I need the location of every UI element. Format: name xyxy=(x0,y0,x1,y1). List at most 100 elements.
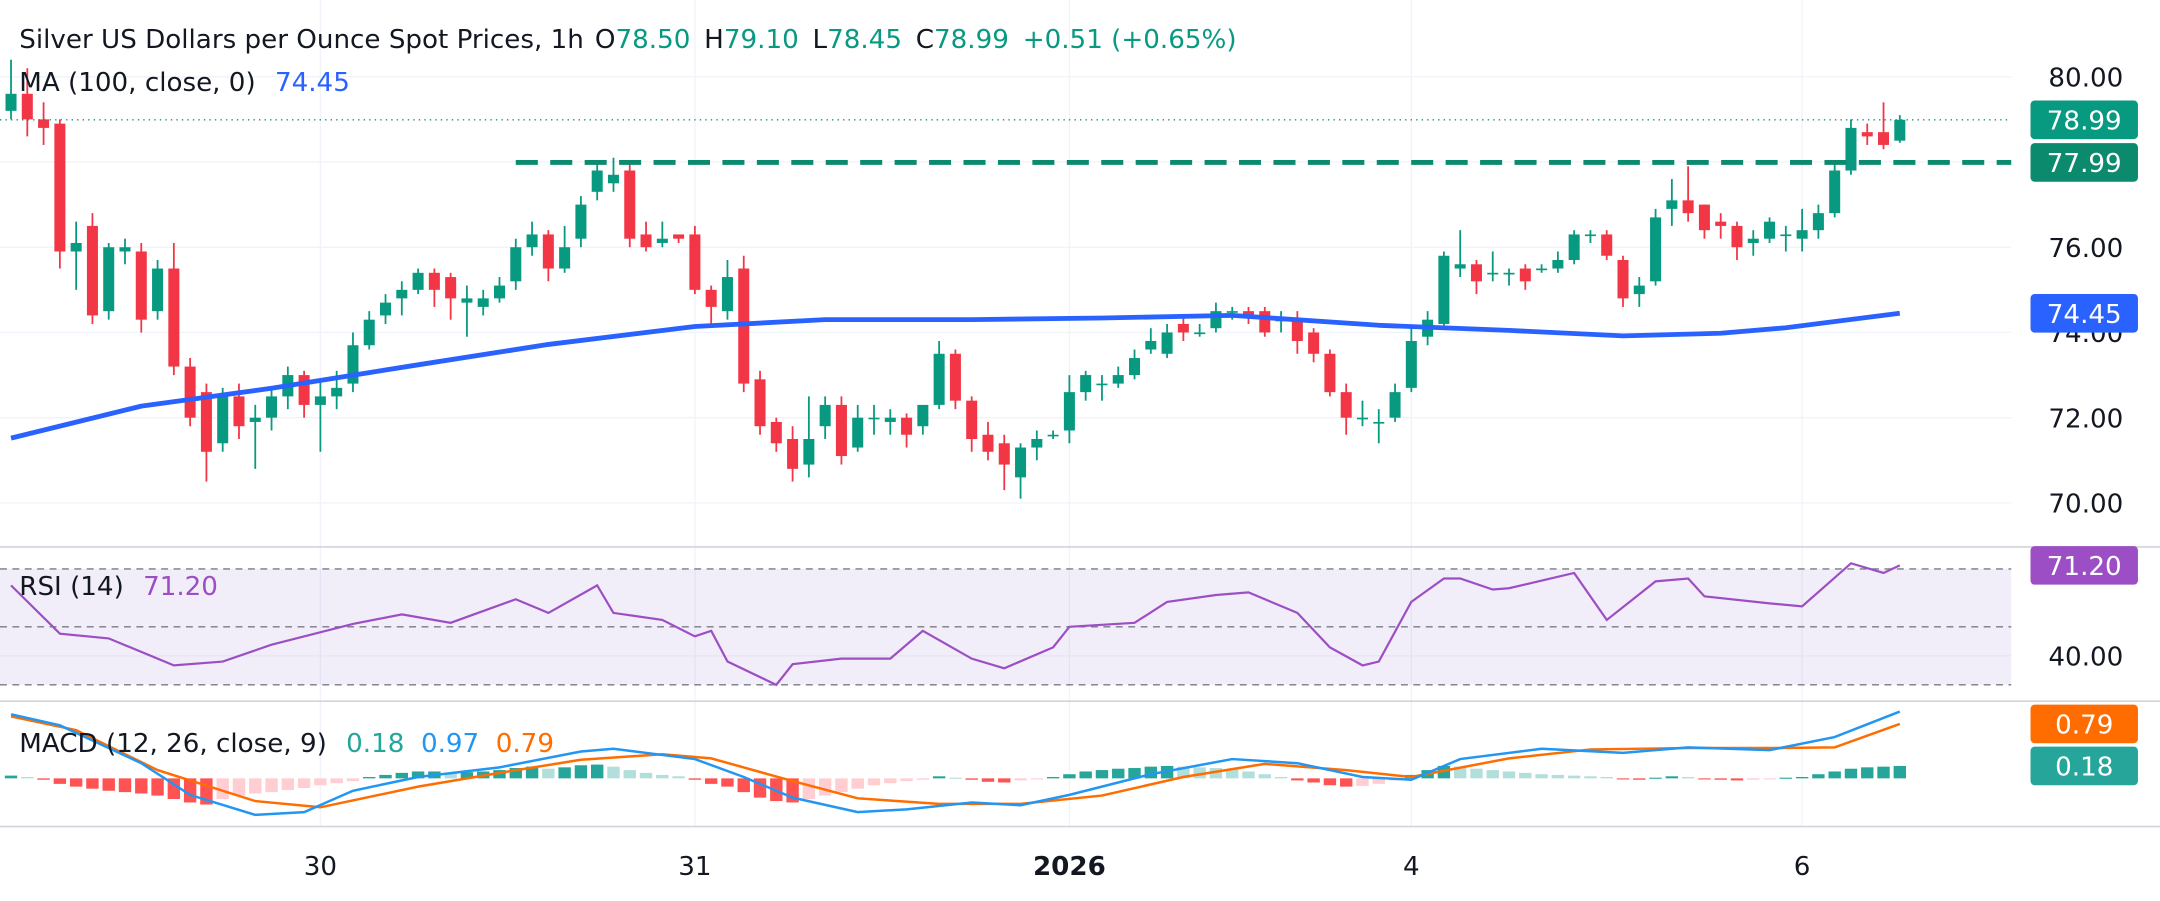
candle-body xyxy=(868,417,880,420)
candle-body xyxy=(1145,340,1157,350)
candle-body xyxy=(1096,383,1108,386)
candle-body xyxy=(1682,200,1694,214)
candle-body xyxy=(1226,311,1238,313)
x-tick-label: 4 xyxy=(1403,852,1420,882)
candle-body xyxy=(1080,375,1092,393)
histogram-bar xyxy=(1584,776,1597,779)
candle-body xyxy=(526,234,538,248)
histogram-bar xyxy=(1356,778,1369,786)
resistance-box-label: 77.99 xyxy=(2047,149,2122,179)
histogram-bar xyxy=(1030,778,1044,780)
histogram-bar xyxy=(1014,778,1027,781)
histogram-bar xyxy=(1844,768,1858,779)
histogram-bar xyxy=(1714,778,1727,780)
candle-body xyxy=(314,396,326,405)
candle-body xyxy=(884,417,896,422)
signal-line xyxy=(10,715,1901,809)
histogram-bar xyxy=(1470,768,1483,779)
histogram-bar xyxy=(916,778,930,780)
candle-body xyxy=(1177,323,1189,333)
histogram-bar xyxy=(411,771,425,779)
last-price-box-label: 78.99 xyxy=(2047,106,2122,136)
histogram-bar xyxy=(900,778,913,782)
candle-body xyxy=(1633,285,1645,295)
candle-body xyxy=(998,443,1010,465)
candle-body xyxy=(1747,238,1759,243)
candle-body xyxy=(721,277,733,312)
x-tick-label: 6 xyxy=(1794,852,1811,882)
histogram-bar xyxy=(590,764,604,779)
candle-body xyxy=(184,366,196,418)
histogram-bar xyxy=(314,778,327,786)
open-value: 78.50 xyxy=(616,25,691,55)
histogram-bar xyxy=(1453,766,1467,779)
candle-body xyxy=(1129,358,1141,376)
candle-body xyxy=(1666,200,1678,209)
histogram-bar xyxy=(1633,778,1646,780)
histogram-bar xyxy=(1209,768,1223,779)
candle-body xyxy=(901,417,913,435)
candle-body xyxy=(1373,421,1385,424)
candle-body xyxy=(852,417,864,448)
candle-body xyxy=(119,247,131,252)
candle-body xyxy=(331,387,343,397)
histogram-bar xyxy=(216,778,229,800)
histogram-bar xyxy=(1177,766,1190,779)
candle-body xyxy=(396,289,408,299)
rsi-line xyxy=(10,562,1901,687)
candle-body xyxy=(1487,272,1499,275)
histogram-bar xyxy=(704,778,718,784)
histogram-bar xyxy=(1502,771,1516,779)
histogram-bar xyxy=(574,765,588,779)
candle-body xyxy=(135,251,147,320)
candle-body xyxy=(656,238,668,243)
candle-body xyxy=(477,298,489,307)
y-tick-label: 72.00 xyxy=(2048,404,2123,434)
histogram-bar xyxy=(1079,771,1092,779)
resistance-box xyxy=(2030,143,2138,182)
macd-legend: MACD (12, 26, close, 9) 0.18 0.97 0.79 xyxy=(19,729,554,759)
close-label: C xyxy=(916,25,934,55)
candle-body xyxy=(1698,204,1710,231)
macd-name: MACD (12, 26, close, 9) xyxy=(19,729,327,759)
candle-body xyxy=(1389,392,1401,418)
ma-box-label: 74.45 xyxy=(2047,300,2122,330)
plot-layer: 70.0072.0074.0076.0078.0080.003031202646… xyxy=(0,0,2160,882)
histogram-bar xyxy=(493,770,506,779)
candle-body xyxy=(1324,353,1336,393)
close-value: 78.99 xyxy=(934,25,1009,55)
candle-body xyxy=(1601,234,1613,256)
candle-body xyxy=(1161,332,1173,354)
candle-body xyxy=(217,396,229,444)
hist-box-label: 0.18 xyxy=(2055,753,2113,783)
candle-body xyxy=(1845,127,1857,171)
candle-body xyxy=(510,247,522,282)
low-value: 78.45 xyxy=(827,25,902,55)
candle-body xyxy=(770,421,782,444)
candle-body xyxy=(835,404,847,457)
candle-body xyxy=(152,268,164,312)
histogram-bar xyxy=(1681,776,1695,779)
histogram-bar xyxy=(1323,778,1337,786)
ma-name: MA (100, close, 0) xyxy=(19,68,255,98)
histogram-bar xyxy=(721,778,734,787)
candle-body xyxy=(1063,392,1075,431)
candle-body xyxy=(803,439,815,465)
candle-body xyxy=(819,404,831,427)
histogram-bar xyxy=(884,778,897,784)
candle-body xyxy=(1047,434,1059,437)
high-label: H xyxy=(704,25,724,55)
ma-legend: MA (100, close, 0) 74.45 xyxy=(19,68,350,98)
histogram-bar xyxy=(1861,767,1874,779)
candle-body xyxy=(575,204,587,239)
low-label: L xyxy=(813,25,828,55)
candle-body xyxy=(705,289,717,307)
candle-body xyxy=(363,319,375,346)
candle-body xyxy=(1650,217,1662,282)
high-value: 79.10 xyxy=(724,25,799,55)
y-tick-label: 40.00 xyxy=(2048,642,2123,672)
change: +0.51 (+0.65%) xyxy=(1023,25,1237,55)
histogram-bar xyxy=(1519,772,1532,779)
histogram-bar xyxy=(1274,776,1288,779)
histogram-bar xyxy=(851,778,864,789)
